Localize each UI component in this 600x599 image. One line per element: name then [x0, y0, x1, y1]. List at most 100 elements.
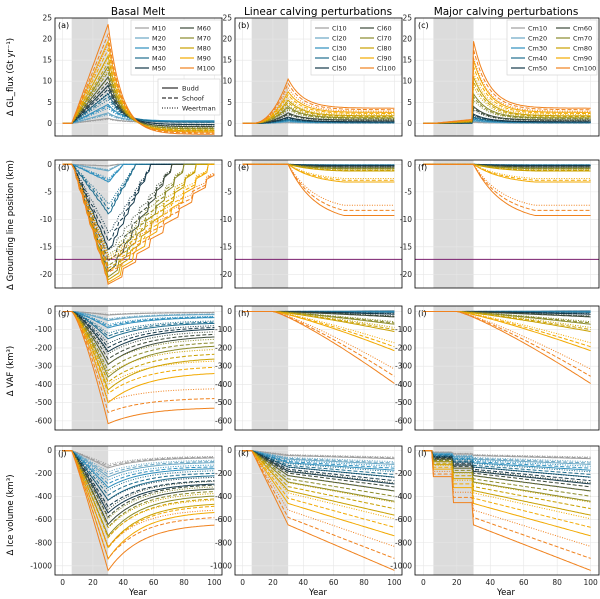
series-line-M60-Budd: [62, 450, 215, 526]
series-line-M80-Budd: [62, 450, 215, 549]
panel-g: 0 -100 -200 -300 -400 -500 -600 (g): [35, 305, 223, 431]
panel-label: (l): [418, 449, 426, 458]
x-tick-label: 80: [552, 578, 562, 587]
series-line-Cl30-Schoof: [242, 450, 395, 469]
series-line-M60-Schoof: [62, 450, 215, 518]
series-line-Cl90-Schoof: [242, 450, 395, 528]
series-line-M100-Schoof: [62, 311, 215, 414]
series-line-Cm60-Schoof: [423, 450, 591, 488]
series-line-Cl50-Weertman: [242, 117, 395, 124]
y-tick-label: 0: [407, 307, 412, 316]
series-line-M100-Weertman: [62, 450, 215, 548]
legend-entry: Cl50: [332, 65, 347, 73]
x-tick-label: 80: [179, 578, 189, 587]
series-line-M50-Budd: [62, 450, 215, 514]
y-tick-label: -400: [215, 380, 232, 389]
panel-e: 0 -5 -10 -15 -20 (e): [220, 159, 403, 289]
y-tick-label: -15: [40, 242, 52, 251]
series-line-Cm20-Weertman: [423, 450, 591, 463]
y-tick-label: 10: [402, 77, 412, 86]
y-tick-label: 25: [42, 14, 52, 23]
y-tick-label: -600: [395, 416, 412, 425]
legend-entry: Cm30: [528, 45, 547, 53]
x-tick-label: 0: [421, 578, 426, 587]
series-line-M40-Weertman: [62, 311, 215, 334]
y-tick-label: -100: [215, 325, 232, 334]
y-tick-label: -300: [215, 362, 232, 371]
y-tick-label: 25: [402, 14, 412, 23]
xlabel-year-col2: Year: [308, 588, 328, 598]
legend: Cm10 Cm20 Cm30 Cm40 Cm50 Cm60 Cm70 Cm80 Cm90 Cm10…: [506, 19, 598, 76]
series-line-Cm70-Weertman: [423, 450, 591, 492]
series-line-Cm60-Weertman: [423, 450, 591, 484]
forcing-period-shade: [251, 160, 289, 288]
series-line-M100-Budd: [62, 450, 215, 572]
series-line-M30-Budd: [62, 311, 215, 329]
series-line-Cl80-Weertman: [242, 450, 395, 503]
y-tick-label: -1000: [210, 561, 232, 570]
series-line-Cl90-Weertman: [242, 97, 395, 124]
series-line-M100-Schoof: [62, 32, 215, 134]
forcing-period-shade: [433, 160, 474, 288]
y-tick-label: 15: [402, 56, 412, 65]
y-tick-label: -800: [395, 538, 412, 547]
y-tick-label: -800: [215, 538, 232, 547]
ylabel-ice-volume: Δ Ice volume (km³): [6, 474, 16, 555]
series-line-M50-Weertman: [62, 450, 215, 502]
y-tick-label: -600: [35, 515, 52, 524]
series-line-M50-Weertman: [62, 311, 215, 345]
axes-frame: [234, 445, 403, 576]
series-line-M40-Schoof: [62, 450, 215, 496]
panel-l: 0 -200 -400 -600 -800 -1000 0 20 40 60 80 100 (l): [390, 445, 600, 587]
panel-label: (k): [238, 449, 249, 458]
series-line-Cl100-Budd: [242, 77, 395, 124]
y-tick-label: 0: [227, 307, 232, 316]
series-line-M100-Weertman: [62, 42, 215, 133]
series-line-Cl100-Weertman: [242, 311, 395, 370]
y-tick-label: -300: [35, 362, 52, 371]
axes-frame: [414, 445, 600, 576]
ylabel-gl-flux: Δ GL_flux (Gt yr⁻¹): [6, 38, 16, 116]
y-tick-label: 15: [42, 56, 52, 65]
series-line-Cl30-Weertman: [242, 450, 395, 467]
y-tick-label: -500: [215, 398, 232, 407]
series-line-Cm30-Schoof: [423, 450, 591, 469]
y-tick-label: 20: [222, 35, 232, 44]
legend-entry: M60: [197, 25, 211, 33]
y-tick-label: -200: [215, 343, 232, 352]
series-line-M40-Schoof: [62, 311, 215, 337]
panel-label: (b): [238, 21, 249, 30]
series-line-M10-Schoof: [62, 450, 215, 467]
panel-label: (g): [58, 309, 69, 318]
y-tick-label: 5: [47, 98, 52, 107]
series-line-Cm90-Schoof: [423, 450, 591, 528]
series-line-M80-Weertman: [62, 311, 215, 375]
series-line-Cl100-Schoof: [242, 450, 395, 559]
legend-entry: Cm40: [528, 55, 547, 63]
series-line-Cm10-Weertman: [423, 450, 591, 458]
axes-frame: [234, 17, 403, 137]
forcing-period-shade: [251, 306, 289, 430]
series-line-M100-Schoof: [62, 450, 215, 560]
series-line-Cm70-Budd: [423, 450, 591, 502]
y-tick-label: -1000: [390, 561, 412, 570]
panel-i: 0 -100 -200 -300 -400 -500 -600 (i): [395, 305, 600, 431]
series-line-Cm70-Schoof: [423, 450, 591, 497]
y-tick-label: -20: [220, 270, 232, 279]
y-tick-label: 0: [407, 160, 412, 169]
series-line-M20-Budd: [62, 450, 215, 478]
y-tick-label: -200: [35, 469, 52, 478]
y-tick-label: 20: [42, 35, 52, 44]
series-line-M80-Budd: [62, 311, 215, 391]
x-tick-label: 20: [452, 578, 462, 587]
y-tick-label: -400: [395, 380, 412, 389]
axes-frame: [54, 445, 223, 576]
series-line-Cm100-Budd: [423, 450, 591, 571]
y-tick-label: 0: [47, 160, 52, 169]
series-line-Cm20-Schoof: [423, 450, 591, 464]
x-tick-label: 40: [485, 578, 495, 587]
panel-label: (i): [418, 309, 426, 318]
legend-entry: Cl20: [332, 35, 347, 43]
series-line-Cm10-Schoof: [423, 450, 591, 459]
